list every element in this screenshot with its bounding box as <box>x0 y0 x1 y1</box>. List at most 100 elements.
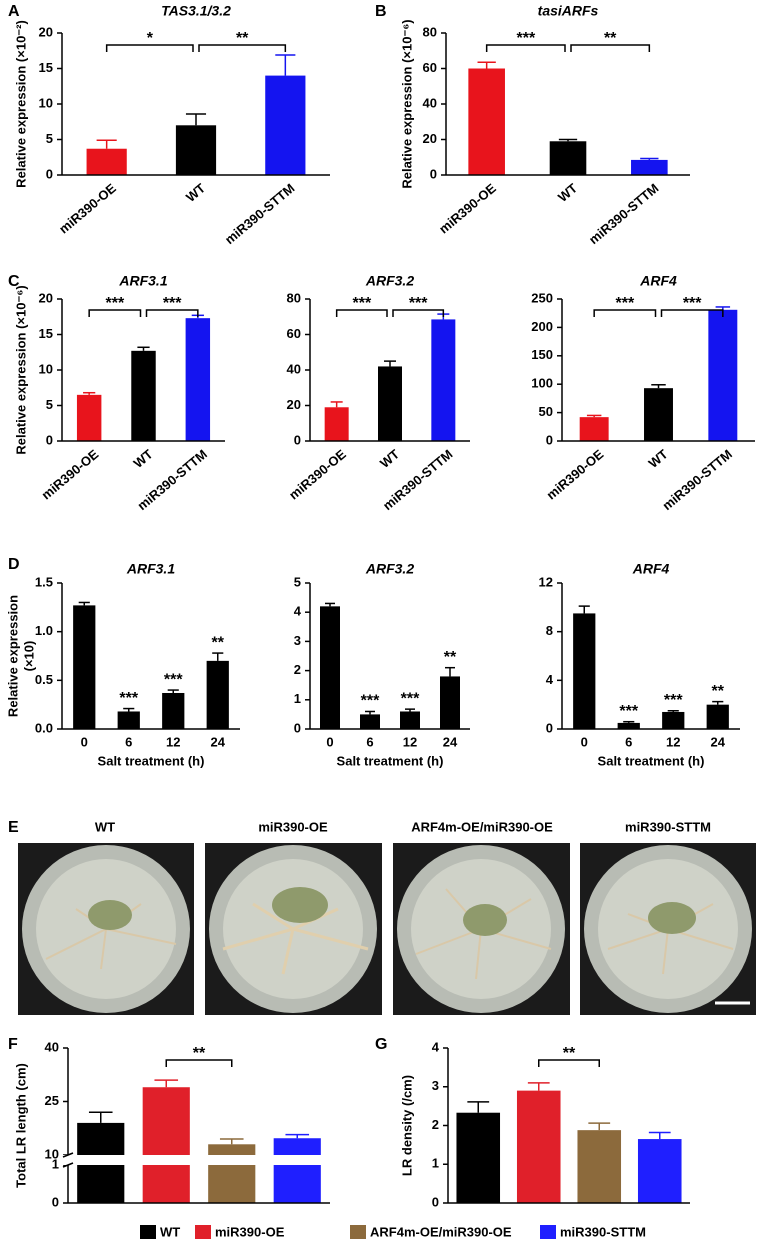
y-tick-label: 1 <box>52 1156 59 1171</box>
error-bar <box>123 707 135 712</box>
significance-bracket <box>105 44 194 52</box>
significance-label: *** <box>615 295 634 312</box>
bar <box>117 711 140 729</box>
bar <box>456 1112 501 1203</box>
panel-letter: B <box>375 3 387 20</box>
y-tick-label: 0 <box>546 720 553 735</box>
photo-caption: miR390-STTM <box>625 819 711 834</box>
y-tick-label: 15 <box>39 60 53 75</box>
x-tick-label: miR390-STTM <box>222 180 297 247</box>
error-bar <box>477 61 496 69</box>
significance-label: *** <box>683 295 702 312</box>
significance-bracket <box>660 309 724 317</box>
chart-title: ARF3.2 <box>365 273 414 289</box>
y-tick-label: 0 <box>46 432 53 447</box>
error-bar <box>586 414 602 418</box>
y-tick-label: 10 <box>39 95 53 110</box>
x-axis-label: Salt treatment (h) <box>98 753 205 768</box>
x-tick-label: 6 <box>125 734 132 749</box>
y-tick-label: 2 <box>294 662 301 677</box>
legend-swatch <box>195 1225 211 1239</box>
significance-bracket <box>392 309 445 317</box>
chart-title: ARF3.1 <box>126 561 175 577</box>
photo-caption: ARF4m-OE/miR390-OE <box>411 819 553 834</box>
bar <box>378 366 402 441</box>
error-bar <box>275 54 296 76</box>
y-tick-label: 0 <box>546 432 553 447</box>
y-tick-label: 150 <box>531 347 553 362</box>
x-tick-label: WT <box>646 446 671 471</box>
x-tick-label: WT <box>131 446 156 471</box>
bar <box>273 1138 321 1203</box>
significance-label: ** <box>212 634 225 651</box>
x-tick-label: WT <box>555 180 580 205</box>
break-mark <box>62 1152 74 1158</box>
y-tick-label: 40 <box>45 1039 59 1054</box>
significance-bracket <box>538 1059 600 1067</box>
error-bar <box>527 1082 550 1091</box>
significance-label: *** <box>664 692 683 709</box>
significance-bracket <box>570 44 651 52</box>
bar <box>662 711 685 729</box>
y-tick-label: 80 <box>423 24 437 39</box>
x-tick-label: WT <box>377 446 402 471</box>
y-tick-label: 3 <box>294 633 301 648</box>
y-tick-label: 5 <box>46 131 53 146</box>
error-bar <box>445 666 455 677</box>
y-tick-label: 4 <box>294 604 302 619</box>
x-tick-label: miR390-STTM <box>659 446 734 513</box>
chart-title: ARF4 <box>632 561 670 577</box>
break-mark <box>62 1162 74 1168</box>
y-axis-label: Relative expression (×10⁻⁶) <box>399 19 414 188</box>
error-bar <box>212 652 224 661</box>
bar <box>549 141 587 175</box>
legend-label: miR390-STTM <box>560 1224 646 1239</box>
y-tick-label: 1.5 <box>35 574 53 589</box>
y-tick-label: 15 <box>39 326 53 341</box>
x-tick-label: 24 <box>443 734 458 749</box>
x-tick-label: 6 <box>366 734 373 749</box>
y-tick-label: 2 <box>432 1117 439 1132</box>
significance-label: *** <box>361 693 380 710</box>
y-tick-label: 200 <box>531 319 553 334</box>
y-tick-label: 0.0 <box>35 720 53 735</box>
significance-bracket <box>145 309 199 317</box>
x-tick-label: 0 <box>326 734 333 749</box>
y-tick-label: 5 <box>46 397 53 412</box>
bar <box>468 68 505 175</box>
y-tick-label: 10 <box>45 1146 59 1161</box>
x-axis-label: Salt treatment (h) <box>598 753 705 768</box>
error-bar <box>651 384 666 389</box>
photo <box>18 843 194 1015</box>
error-bar <box>623 720 635 723</box>
photo <box>580 843 756 1015</box>
error-bar <box>325 602 335 607</box>
error-bar <box>365 710 375 715</box>
chart-title: TAS3.1/3.2 <box>161 3 231 19</box>
x-tick-label: WT <box>183 180 208 205</box>
significance-label: *** <box>119 690 138 707</box>
chart-title: tasiARFs <box>538 3 599 19</box>
x-tick-label: 12 <box>666 734 680 749</box>
panel-letter: E <box>8 819 19 836</box>
legend-swatch <box>140 1225 156 1239</box>
chart-title: ARF3.1 <box>118 273 167 289</box>
photo <box>205 843 382 1015</box>
error-bar <box>558 138 578 142</box>
y-tick-label: 0 <box>294 720 301 735</box>
y-tick-label: 4 <box>432 1039 440 1054</box>
y-tick-label: 0 <box>46 166 53 181</box>
bar <box>706 704 729 729</box>
bar <box>631 159 668 175</box>
bar <box>577 1130 622 1203</box>
x-tick-label: 12 <box>166 734 180 749</box>
y-axis-label: Total LR length (cm) <box>13 1063 28 1188</box>
bar <box>185 318 211 441</box>
legend-label: ARF4m-OE/miR390-OE <box>370 1224 512 1239</box>
y-axis-label: Relative expression (×10⁻²) <box>13 20 28 188</box>
bar <box>320 606 340 729</box>
error-bar <box>588 1122 611 1131</box>
error-bar <box>640 157 659 160</box>
x-tick-label: miR390-OE <box>39 446 102 502</box>
y-tick-label: 20 <box>39 24 53 39</box>
